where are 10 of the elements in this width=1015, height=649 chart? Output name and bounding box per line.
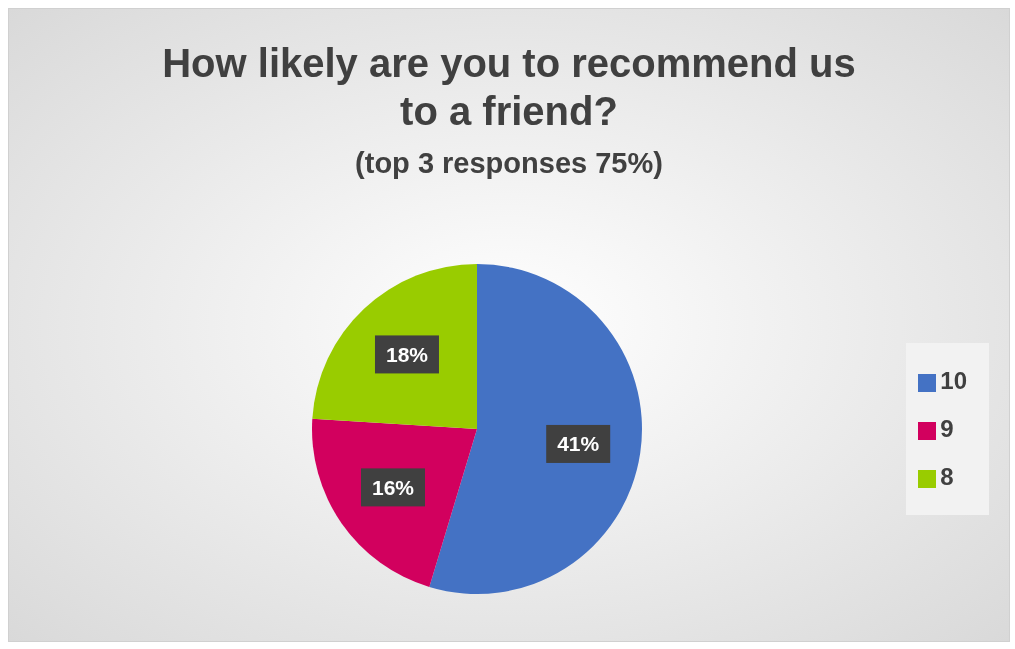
chart-title: How likely are you to recommend us to a friend? bbox=[161, 40, 857, 135]
data-label: 41% bbox=[557, 432, 600, 456]
data-label: 18% bbox=[385, 342, 429, 366]
legend-label: 9 bbox=[940, 415, 954, 442]
pie-slice bbox=[312, 264, 477, 429]
pie-slice bbox=[429, 264, 642, 594]
legend-label: 8 bbox=[940, 463, 954, 490]
data-label: 16% bbox=[371, 475, 415, 499]
legend-label: 10 bbox=[940, 367, 967, 394]
chart-subtitle: (top 3 responses 75%) bbox=[354, 147, 664, 180]
